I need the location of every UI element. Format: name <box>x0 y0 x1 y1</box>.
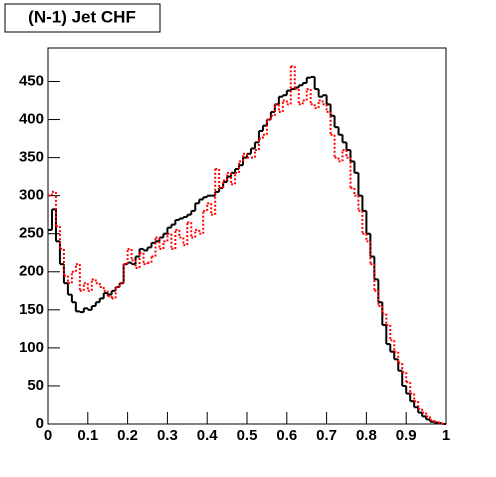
x-tick-label: 0.2 <box>117 427 138 444</box>
x-tick-label: 0.4 <box>197 427 219 444</box>
x-tick-label: 0.8 <box>356 427 377 444</box>
y-tick-label: 200 <box>19 263 44 280</box>
x-tick-label: 0.6 <box>276 427 297 444</box>
x-tick-label: 0.7 <box>316 427 337 444</box>
y-tick-label: 450 <box>19 72 44 89</box>
y-tick-label: 250 <box>19 225 44 242</box>
y-tick-label: 0 <box>36 415 44 432</box>
title-box <box>4 3 161 33</box>
x-tick-label: 0.5 <box>237 427 258 444</box>
y-tick-label: 150 <box>19 301 44 318</box>
chart-title: (N-1) Jet CHF <box>28 7 136 26</box>
y-tick-label: 300 <box>19 187 44 204</box>
x-tick-label: 0.1 <box>77 427 98 444</box>
y-tick-label: 400 <box>19 111 44 128</box>
y-tick-label: 50 <box>27 377 44 394</box>
x-tick-label: 0.9 <box>396 427 417 444</box>
x-tick-label: 0 <box>44 427 52 444</box>
x-tick-label: 0.3 <box>157 427 178 444</box>
y-tick-label: 350 <box>19 149 44 166</box>
y-tick-label: 100 <box>19 339 44 356</box>
x-tick-label: 1 <box>442 427 450 444</box>
